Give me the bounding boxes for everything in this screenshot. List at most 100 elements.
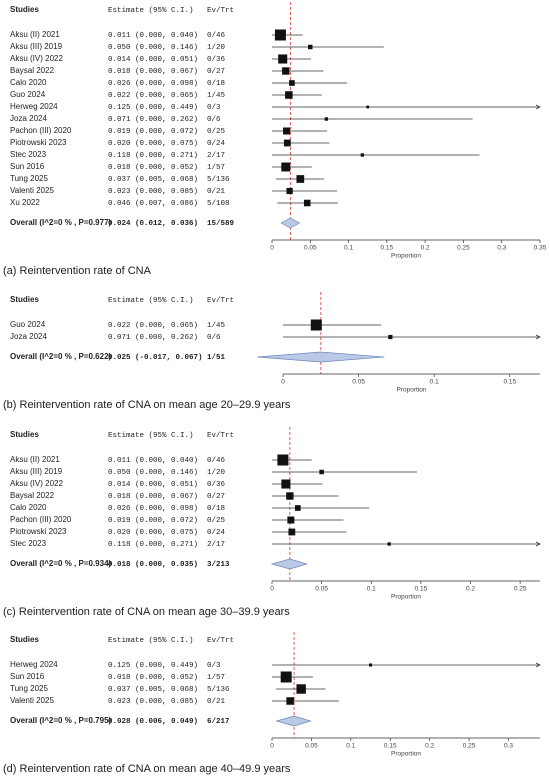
x-tick-label: 0.15	[503, 379, 516, 386]
events-label: 2/17	[207, 152, 225, 160]
study-name: Guo 2024	[10, 90, 46, 99]
estimate-label: 0.011 (0.000, 0.040)	[108, 457, 198, 465]
x-tick-label: 0.3	[497, 245, 506, 252]
estimate-label: 0.071 (0.000, 0.262)	[108, 116, 198, 124]
estimate-box	[280, 671, 292, 683]
estimate-label: 0.014 (0.000, 0.051)	[108, 56, 198, 64]
study-name: Stec 2023	[10, 150, 47, 159]
overall-estimate: 0.025 (-0.017, 0.067)	[108, 354, 203, 362]
x-tick-label: 0.3	[504, 743, 513, 750]
estimate-box	[288, 528, 296, 536]
x-tick-label: 0.2	[421, 245, 430, 252]
column-header: Estimate (95% C.I.)	[108, 297, 194, 305]
x-tick-label: 0	[281, 379, 285, 386]
ci-arrow	[535, 104, 541, 110]
overall-estimate: 0.018 (0.000, 0.035)	[108, 561, 198, 569]
events-label: 0/36	[207, 56, 226, 64]
overall-events: 3/213	[207, 561, 230, 569]
study-name: Valenti 2025	[10, 186, 54, 195]
x-tick-label: 0.15	[381, 245, 394, 252]
estimate-label: 0.125 (0.000, 0.449)	[108, 662, 198, 670]
column-header: Ev/Trt	[207, 637, 234, 645]
events-label: 0/27	[207, 493, 225, 501]
study-name: Aksu (II) 2021	[10, 455, 60, 464]
study-name: Valenti 2025	[10, 696, 54, 705]
overall-events: 6/217	[207, 718, 230, 726]
study-name: Aksu (IV) 2022	[10, 479, 63, 488]
estimate-label: 0.022 (0.000, 0.065)	[108, 322, 198, 330]
x-tick-label: 0.2	[425, 743, 434, 750]
x-tick-label: 0.1	[344, 245, 353, 252]
x-tick-label: 0.35	[534, 245, 547, 252]
study-name: Baysal 2022	[10, 66, 55, 75]
events-label: 0/25	[207, 128, 226, 136]
estimate-label: 0.014 (0.000, 0.051)	[108, 481, 198, 489]
estimate-label: 0.018 (0.000, 0.067)	[108, 68, 198, 76]
x-axis-label: Proportion	[391, 751, 421, 758]
study-name: Herweg 2024	[10, 660, 58, 669]
estimate-label: 0.071 (0.000, 0.262)	[108, 334, 198, 342]
study-name: Aksu (III) 2019	[10, 42, 63, 51]
study-name: Calo 2020	[10, 503, 47, 512]
column-header: Estimate (95% C.I.)	[108, 637, 194, 645]
events-label: 0/46	[207, 32, 226, 40]
overall-name: Overall (I^2=0 % , P=0.977)	[10, 218, 112, 227]
x-tick-label: 0.1	[346, 743, 355, 750]
estimate-label: 0.023 (0.000, 0.085)	[108, 698, 198, 706]
overall-estimate: 0.028 (0.006, 0.049)	[108, 718, 198, 726]
estimate-label: 0.026 (0.000, 0.098)	[108, 505, 198, 513]
events-label: 1/57	[207, 164, 225, 172]
estimate-box	[324, 117, 329, 121]
estimate-box	[294, 505, 301, 511]
estimate-label: 0.026 (0.000, 0.098)	[108, 80, 198, 88]
caption: (c) Reintervention rate of CNA on mean a…	[3, 606, 290, 618]
estimate-label: 0.050 (0.000, 0.146)	[108, 469, 198, 477]
column-header: Studies	[10, 430, 39, 439]
estimate-box	[296, 175, 305, 183]
column-header: Ev/Trt	[207, 432, 234, 440]
estimate-box	[308, 44, 313, 50]
x-tick-label: 0.1	[367, 586, 376, 593]
estimate-box	[274, 29, 286, 41]
overall-diamond	[270, 558, 308, 570]
events-label: 0/18	[207, 80, 225, 88]
estimate-box	[387, 542, 391, 546]
estimate-label: 0.018 (0.000, 0.052)	[108, 164, 198, 172]
x-tick-label: 0.05	[305, 743, 318, 750]
overall-diamond	[257, 351, 385, 363]
study-name: Calo 2020	[10, 78, 47, 87]
x-tick-label: 0.25	[514, 586, 527, 593]
estimate-box	[283, 127, 291, 135]
overall-name: Overall (I^2=0 % , P=0.795)	[10, 716, 112, 725]
column-header: Studies	[10, 635, 39, 644]
events-label: 5/108	[207, 200, 230, 208]
estimate-box	[286, 697, 294, 705]
estimate-label: 0.118 (0.000, 0.271)	[108, 152, 198, 160]
estimate-label: 0.046 (0.007, 0.086)	[108, 200, 198, 208]
estimate-box	[286, 187, 293, 195]
study-name: Sun 2016	[10, 162, 45, 171]
x-tick-label: 0.05	[352, 379, 365, 386]
events-label: 5/136	[207, 686, 230, 694]
column-header: Ev/Trt	[207, 7, 234, 15]
x-tick-label: 0	[270, 245, 274, 252]
estimate-label: 0.037 (0.005, 0.068)	[108, 176, 198, 184]
ci-arrow	[535, 334, 541, 340]
study-name: Aksu (II) 2021	[10, 30, 60, 39]
study-name: Baysal 2022	[10, 491, 55, 500]
estimate-box	[286, 492, 294, 500]
study-name: Stec 2023	[10, 539, 47, 548]
estimate-box	[282, 67, 290, 75]
x-tick-label: 0.25	[457, 245, 470, 252]
study-name: Sun 2016	[10, 672, 45, 681]
x-axis-label: Proportion	[391, 253, 421, 260]
events-label: 1/45	[207, 92, 226, 100]
events-label: 0/21	[207, 188, 226, 196]
overall-events: 1/51	[207, 354, 226, 362]
study-name: Pachon (III) 2020	[10, 126, 72, 135]
estimate-box	[360, 153, 365, 157]
study-name: Guo 2024	[10, 320, 46, 329]
ci-arrow	[535, 541, 541, 547]
x-tick-label: 0.2	[466, 586, 475, 593]
